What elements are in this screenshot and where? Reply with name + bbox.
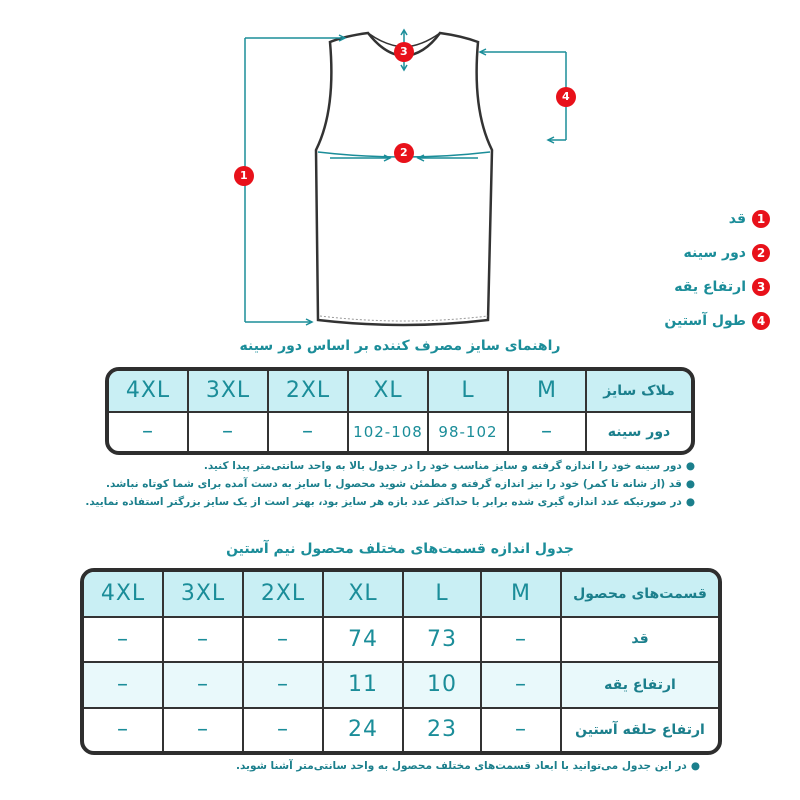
note-text: قد (از شانه تا کمر) خود را نیز اندازه گر…: [106, 478, 682, 490]
cell: 11: [324, 663, 404, 709]
row-label: دور سینه: [607, 423, 671, 440]
number-badge: 4: [752, 312, 770, 330]
legend: 1 قد 2 دور سینه 3 ارتفاع یقه 4 طول آستین: [664, 208, 770, 332]
cell: 10: [404, 663, 482, 709]
table1-title: راهنمای سایز مصرف کننده بر اساس دور سینه: [239, 338, 561, 354]
cell: –: [482, 663, 562, 709]
header-cell: 2XL: [244, 572, 324, 618]
cell: –: [269, 412, 349, 451]
marker-2-label: 2: [400, 146, 408, 159]
cell: –: [84, 663, 164, 709]
sleeve-dimension: [478, 48, 567, 144]
cell: –: [164, 708, 244, 751]
row-label: ارتفاع حلقه آستین: [575, 721, 705, 738]
row-label: ارتفاع یقه: [562, 663, 718, 709]
cell: 73: [404, 617, 482, 664]
table-row: – – – 11 10 – ارتفاع یقه: [84, 663, 718, 709]
legend-item: 3 ارتفاع یقه: [674, 276, 770, 298]
legend-item: 4 طول آستین: [664, 310, 770, 332]
tank-top-outline: [314, 31, 494, 327]
legend-item: 2 دور سینه: [683, 242, 770, 264]
note: ●در صورتیکه عدد اندازه گیری شده برابر با…: [85, 496, 695, 508]
note: ●در این جدول می‌توانید با ابعاد قسمت‌های…: [236, 760, 700, 772]
marker-1-label: 1: [240, 169, 248, 182]
marker-4: [556, 87, 576, 107]
notes-list: ●دور سینه خود را اندازه گرفته و سایز منا…: [85, 460, 695, 508]
header-cell: M: [509, 371, 587, 413]
cell: –: [509, 412, 587, 451]
row-label: قد: [562, 618, 718, 664]
cell: –: [84, 708, 164, 751]
cell: –: [164, 617, 244, 664]
cell: 74: [324, 617, 404, 664]
legend-label: قد: [728, 211, 746, 227]
marker-3-label: 3: [400, 45, 408, 58]
table2-title: جدول اندازه قسمت‌های مختلف محصول نیم آست…: [226, 541, 574, 557]
cell: –: [109, 412, 189, 451]
cell: –: [189, 412, 269, 451]
product-size-table: 4XL 3XL 2XL XL L M قسمت‌های محصول – – – …: [80, 568, 722, 755]
header-cell: XL: [349, 371, 429, 413]
header-cell: XL: [324, 572, 404, 618]
header-cell: M: [482, 572, 562, 618]
legend-item: 1 قد: [729, 208, 770, 230]
cell: –: [244, 708, 324, 751]
note: ●دور سینه خود را اندازه گرفته و سایز منا…: [203, 460, 695, 472]
cell: –: [482, 708, 562, 751]
legend-label: طول آستین: [664, 313, 746, 329]
table-row: – – – 102-108 98-102 – دور سینه: [109, 412, 691, 451]
cell: 98-102: [429, 412, 509, 451]
tank-top-diagram: [234, 28, 576, 327]
note-text: دور سینه خود را اندازه گرفته و سایز مناس…: [203, 460, 682, 472]
cell: 102-108: [349, 412, 429, 451]
cell: 24: [324, 708, 404, 751]
cell: –: [244, 663, 324, 709]
consumer-size-table: 4XL 3XL 2XL XL L M ملاک سایز – – – 102-1…: [105, 367, 695, 455]
note-text: در صورتیکه عدد اندازه گیری شده برابر با …: [85, 496, 682, 508]
notes-list: ●در این جدول می‌توانید با ابعاد قسمت‌های…: [236, 760, 700, 772]
header-cell: ملاک سایز: [587, 371, 691, 413]
header-cell: 4XL: [84, 572, 164, 618]
header-cell: 4XL: [109, 371, 189, 413]
table-header-row: 4XL 3XL 2XL XL L M ملاک سایز: [109, 371, 691, 413]
cell: –: [244, 617, 324, 664]
marker-4-label: 4: [562, 90, 570, 103]
header-cell: 3XL: [164, 572, 244, 618]
number-badge: 1: [752, 210, 770, 228]
number-badge: 3: [752, 278, 770, 296]
marker-1: [234, 166, 254, 186]
table-row: – – – 24 23 – ارتفاع حلقه آستین: [84, 708, 718, 751]
header-cell: L: [404, 572, 482, 618]
number-badge: 2: [752, 244, 770, 262]
legend-label: ارتفاع یقه: [674, 279, 746, 295]
note: ●قد (از شانه تا کمر) خود را نیز اندازه گ…: [106, 478, 695, 490]
marker-3: [394, 42, 414, 62]
header-cell: L: [429, 371, 509, 413]
cell: –: [164, 663, 244, 709]
cell: –: [482, 617, 562, 664]
cell: 23: [404, 708, 482, 751]
marker-2: [394, 143, 414, 163]
header-cell: 2XL: [269, 371, 349, 413]
cell: –: [84, 617, 164, 664]
header-cell: قسمت‌های محصول: [562, 572, 718, 618]
table-header-row: 4XL 3XL 2XL XL L M قسمت‌های محصول: [84, 572, 718, 618]
note-text: در این جدول می‌توانید با ابعاد قسمت‌های …: [236, 760, 687, 772]
table-row: – – – 74 73 – قد: [84, 617, 718, 664]
header-cell: 3XL: [189, 371, 269, 413]
legend-label: دور سینه: [683, 245, 746, 261]
